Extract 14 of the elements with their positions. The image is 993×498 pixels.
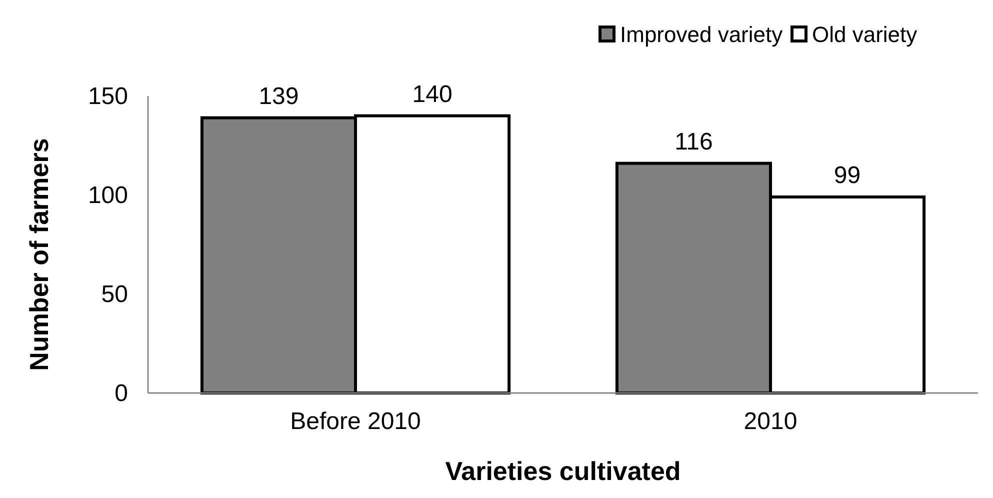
y-tick-label: 150 <box>88 83 128 110</box>
x-tick-label: 2010 <box>744 408 798 435</box>
y-tick-label: 100 <box>88 182 128 209</box>
y-tick-label: 0 <box>114 380 128 407</box>
y-tick-label: 50 <box>101 281 128 308</box>
legend-label: Old variety <box>812 22 918 47</box>
x-axis-title: Varieties cultivated <box>445 456 681 486</box>
data-label: 139 <box>258 82 299 110</box>
y-axis-title: Number of farmers <box>24 138 54 371</box>
data-label: 99 <box>834 162 861 189</box>
x-tick-label: Before 2010 <box>290 408 421 435</box>
data-label: 140 <box>412 80 452 108</box>
data-label: 116 <box>674 128 713 156</box>
legend-label: Improved variety <box>620 22 783 47</box>
